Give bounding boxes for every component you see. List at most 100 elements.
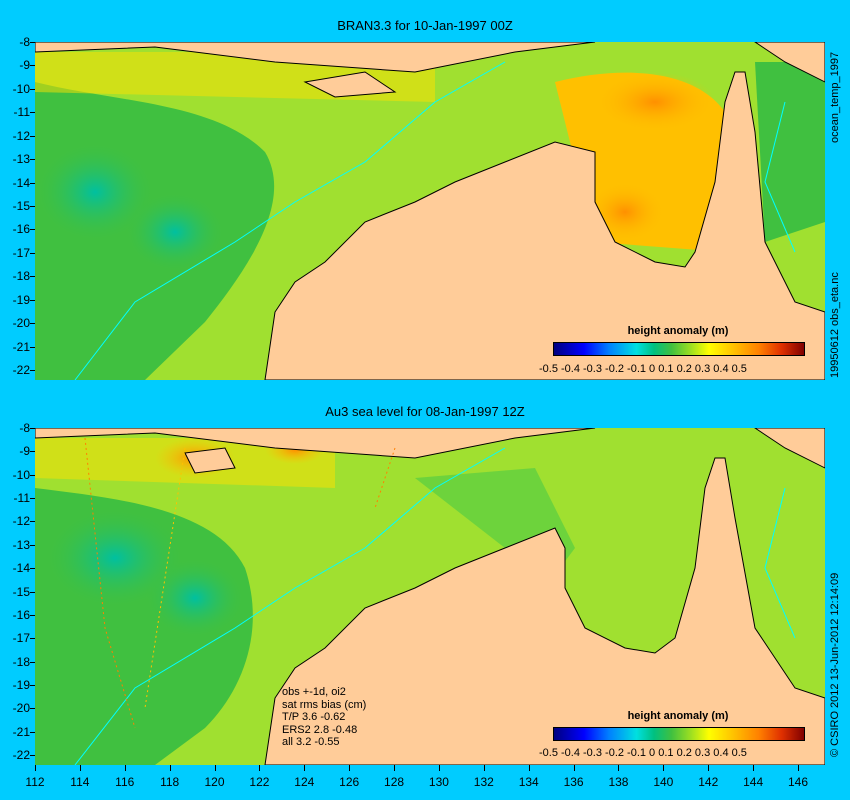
y-tick-label: -22 xyxy=(12,748,30,762)
panel1-legend-title: height anomaly (m) xyxy=(627,325,729,337)
y-tick-label: -15 xyxy=(12,584,30,599)
y-tick xyxy=(30,159,35,161)
y-tick-label: -15 xyxy=(12,199,30,213)
y-tick-label: -16 xyxy=(12,222,30,237)
x-tick xyxy=(214,765,216,771)
y-tick xyxy=(30,370,35,371)
x-tick xyxy=(483,765,485,771)
x-tick-label: 112 xyxy=(25,775,45,789)
y-tick-label: -16 xyxy=(12,607,30,622)
y-tick-label: -12 xyxy=(12,128,30,143)
y-tick-label: -17 xyxy=(12,245,30,260)
x-tick xyxy=(753,765,755,771)
panel2-legend-title: height anomaly (m) xyxy=(627,710,729,722)
x-tick-label: 120 xyxy=(204,775,225,789)
x-tick xyxy=(708,765,710,771)
x-tick-label: 136 xyxy=(563,775,584,789)
y-tick xyxy=(30,661,35,663)
y-tick xyxy=(30,544,35,546)
y-tick-label: -20 xyxy=(12,316,30,331)
y-tick xyxy=(30,252,35,254)
y-tick xyxy=(30,708,35,710)
stats-line: obs +-1d, oi2 xyxy=(282,686,346,698)
y-tick-label: -10 xyxy=(12,467,30,482)
x-tick-label: 116 xyxy=(115,775,135,789)
panel1-title: BRAN3.3 for 10-Jan-1997 00Z xyxy=(337,18,513,33)
x-tick xyxy=(169,765,171,771)
y-tick xyxy=(30,182,35,184)
y-tick xyxy=(30,591,35,593)
x-tick xyxy=(35,765,36,771)
y-tick-label: -18 xyxy=(12,269,30,284)
x-tick-label: 132 xyxy=(473,775,494,789)
panel2-colorbar xyxy=(553,727,805,741)
x-tick xyxy=(438,765,440,771)
x-tick-label: 142 xyxy=(698,775,719,789)
stats-line: all 3.2 -0.55 xyxy=(282,736,340,748)
stats-line: T/P 3.6 -0.62 xyxy=(282,711,346,723)
y-tick-label: -17 xyxy=(12,631,30,646)
x-tick xyxy=(663,765,665,771)
panel1-side-label-lower: 19950612 obs_eta.nc xyxy=(829,272,841,378)
y-tick xyxy=(30,299,35,301)
x-tick xyxy=(573,765,575,771)
stats-line: sat rms bias (cm) xyxy=(282,698,367,711)
y-tick-label: -9 xyxy=(19,58,30,73)
y-tick xyxy=(30,65,35,67)
y-tick xyxy=(30,451,35,453)
y-tick-label: -21 xyxy=(12,724,30,739)
y-tick xyxy=(30,88,35,90)
x-tick-label: 122 xyxy=(249,775,270,789)
stats-line: ERS2 2.8 -0.48 xyxy=(282,723,358,736)
y-tick-label: -22 xyxy=(12,363,30,377)
x-tick-label: 124 xyxy=(294,775,315,789)
y-tick xyxy=(30,614,35,616)
y-tick-label: -10 xyxy=(12,81,30,96)
y-tick-label: -12 xyxy=(12,514,30,529)
x-tick-label: 114 xyxy=(70,775,90,789)
x-tick xyxy=(618,765,620,771)
x-tick-label: 140 xyxy=(653,775,674,789)
panel2-legend-ticks: -0.5 -0.4 -0.3 -0.2 -0.1 0 0.1 0.2 0.3 0… xyxy=(539,747,747,759)
y-tick xyxy=(30,731,35,733)
x-tick-label: 146 xyxy=(787,775,809,789)
y-tick xyxy=(30,498,35,500)
x-tick xyxy=(394,765,396,771)
x-tick xyxy=(79,765,81,771)
y-tick-label: -11 xyxy=(13,105,30,120)
y-tick-label: -8 xyxy=(19,35,30,49)
y-tick-label: -21 xyxy=(12,339,30,354)
y-tick xyxy=(30,428,35,429)
y-tick-label: -11 xyxy=(13,491,30,506)
y-tick xyxy=(30,112,35,114)
panel1-colorbar xyxy=(553,342,805,356)
y-tick xyxy=(30,323,35,325)
y-tick-label: -13 xyxy=(12,152,30,167)
panel1-map xyxy=(35,42,825,380)
y-tick xyxy=(30,521,35,523)
y-tick-label: -14 xyxy=(12,561,30,576)
y-tick xyxy=(30,568,35,570)
x-tick-label: 128 xyxy=(384,775,405,789)
x-tick xyxy=(124,765,126,771)
panel2-map xyxy=(35,428,825,765)
panel2-stats: obs +-1d, oi2 sat rms bias (cm) T/P 3.6 … xyxy=(282,686,366,749)
y-tick-label: -9 xyxy=(19,444,30,459)
y-tick xyxy=(30,206,35,207)
x-tick xyxy=(259,765,261,771)
y-tick xyxy=(30,755,35,756)
panel1-side-label-upper: ocean_temp_1997 xyxy=(829,51,841,143)
y-tick xyxy=(30,229,35,231)
x-tick xyxy=(528,765,530,771)
y-tick-label: -13 xyxy=(12,537,30,552)
x-tick-label: 126 xyxy=(339,775,360,789)
x-tick-label: 118 xyxy=(160,775,180,789)
panel1-legend-ticks: -0.5 -0.4 -0.3 -0.2 -0.1 0 0.1 0.2 0.3 0… xyxy=(539,363,747,375)
y-tick-label: -20 xyxy=(12,701,30,716)
y-tick-label: -19 xyxy=(12,677,30,692)
y-tick xyxy=(30,346,35,348)
x-tick-label: 138 xyxy=(608,775,629,789)
x-tick xyxy=(798,765,799,771)
x-tick-label: 144 xyxy=(743,775,764,789)
y-tick-label: -8 xyxy=(19,421,30,435)
